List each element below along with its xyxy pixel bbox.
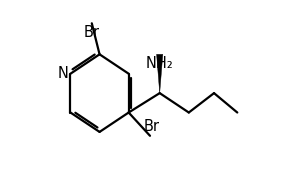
Text: Br: Br bbox=[144, 119, 160, 134]
Text: N: N bbox=[58, 66, 68, 81]
Text: Br: Br bbox=[84, 25, 100, 40]
Polygon shape bbox=[157, 54, 163, 93]
Text: NH₂: NH₂ bbox=[146, 56, 174, 71]
